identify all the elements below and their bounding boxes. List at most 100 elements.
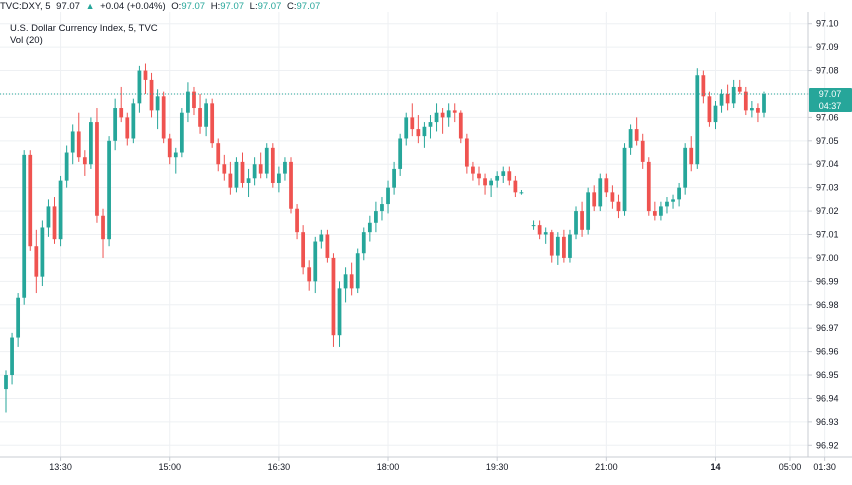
high-value: 97.07 bbox=[220, 1, 245, 12]
time-tick-label: 05:00 bbox=[779, 462, 802, 472]
candle bbox=[143, 63, 148, 94]
candle-body bbox=[313, 241, 318, 282]
candle-body bbox=[652, 211, 657, 216]
candle-body bbox=[646, 161, 651, 212]
candle-body bbox=[301, 232, 306, 268]
candle-body bbox=[659, 206, 663, 216]
candle bbox=[762, 91, 766, 118]
candle bbox=[113, 98, 118, 151]
candle bbox=[355, 248, 360, 294]
low-value: 97.07 bbox=[257, 1, 282, 12]
candle-body bbox=[16, 297, 21, 338]
candle bbox=[186, 82, 190, 123]
candle bbox=[240, 152, 245, 188]
candle-body bbox=[222, 164, 227, 174]
candle bbox=[580, 201, 584, 237]
candle bbox=[234, 157, 239, 193]
candle bbox=[386, 180, 390, 214]
candle bbox=[646, 157, 651, 216]
candle-body bbox=[374, 211, 378, 223]
symbol-header: TVC:DXY, 5 97.07 ▲ +0.04 (+0.04%) O:97.0… bbox=[0, 0, 852, 12]
symbol-label[interactable]: TVC:DXY, 5 bbox=[0, 1, 51, 12]
candle-body bbox=[119, 108, 124, 118]
candle-body bbox=[349, 274, 354, 289]
candle bbox=[683, 143, 688, 195]
candle-body bbox=[355, 253, 360, 289]
high-label: H: bbox=[210, 1, 221, 12]
candle bbox=[343, 267, 348, 303]
candle-body bbox=[64, 152, 69, 181]
candle bbox=[307, 260, 312, 291]
open-value: 97.07 bbox=[181, 1, 206, 12]
open-label: O: bbox=[171, 1, 182, 12]
price-tick-label: 96.99 bbox=[816, 276, 839, 286]
candle-body bbox=[186, 91, 190, 113]
candle-body bbox=[507, 171, 512, 181]
candle bbox=[422, 122, 427, 148]
candle-body bbox=[422, 126, 427, 137]
candle bbox=[319, 229, 324, 249]
time-tick-label: 13:30 bbox=[49, 462, 72, 472]
candle-body bbox=[258, 164, 263, 174]
candle-body bbox=[671, 199, 675, 202]
candle bbox=[374, 201, 378, 233]
candle bbox=[507, 166, 512, 186]
candle-body bbox=[477, 173, 481, 179]
candle bbox=[458, 110, 463, 144]
candle bbox=[562, 229, 566, 263]
time-axis[interactable]: 13:3015:0016:3018:0019:3021:001401:3003:… bbox=[49, 457, 852, 472]
candle-body bbox=[628, 129, 633, 148]
candle bbox=[677, 182, 681, 207]
candle-body bbox=[46, 206, 51, 228]
candle bbox=[46, 199, 51, 237]
candle bbox=[313, 236, 318, 294]
candle-body bbox=[616, 201, 621, 212]
candle bbox=[277, 166, 281, 193]
candle bbox=[161, 91, 166, 144]
candle-body bbox=[471, 166, 475, 174]
candle-body bbox=[701, 75, 706, 97]
candle bbox=[440, 108, 445, 134]
candle bbox=[501, 166, 506, 183]
volume-legend[interactable]: Vol (20) bbox=[10, 35, 43, 46]
candle bbox=[58, 175, 63, 247]
candle-body bbox=[762, 93, 766, 113]
candle bbox=[707, 91, 712, 127]
candle-body bbox=[562, 236, 566, 258]
candle-body bbox=[604, 178, 609, 193]
candle-body bbox=[179, 112, 184, 153]
candle bbox=[452, 103, 457, 123]
candle-body bbox=[452, 110, 457, 113]
candle bbox=[204, 98, 208, 137]
candle bbox=[101, 208, 105, 258]
candle-body bbox=[10, 337, 14, 376]
candle bbox=[628, 124, 633, 155]
candle-body bbox=[610, 192, 615, 202]
candle bbox=[192, 86, 196, 116]
low-label: L: bbox=[249, 1, 258, 12]
candle-body bbox=[34, 246, 39, 277]
candle-body bbox=[95, 122, 99, 216]
candle-body bbox=[28, 154, 33, 247]
candle bbox=[4, 370, 8, 413]
candle bbox=[665, 197, 669, 214]
candle bbox=[125, 112, 130, 146]
candle bbox=[543, 227, 548, 244]
candle-body bbox=[598, 178, 603, 207]
price-axis[interactable]: 97.10 97.09 97.08 97.07 97.06 97.05 97.04 97.03… bbox=[808, 19, 839, 451]
candle-body bbox=[161, 96, 166, 139]
price-tick-label: 97.04 bbox=[816, 159, 839, 169]
grid-lines bbox=[0, 12, 826, 457]
candle-body bbox=[574, 211, 578, 235]
candle-body bbox=[240, 161, 245, 183]
candle bbox=[155, 89, 160, 130]
candle bbox=[52, 197, 57, 244]
candle-body bbox=[622, 147, 627, 212]
candle bbox=[537, 220, 542, 240]
candle-body bbox=[149, 79, 154, 111]
candle-body bbox=[695, 75, 700, 165]
candle bbox=[131, 98, 136, 144]
candle bbox=[398, 133, 403, 176]
candle-body bbox=[404, 117, 409, 139]
